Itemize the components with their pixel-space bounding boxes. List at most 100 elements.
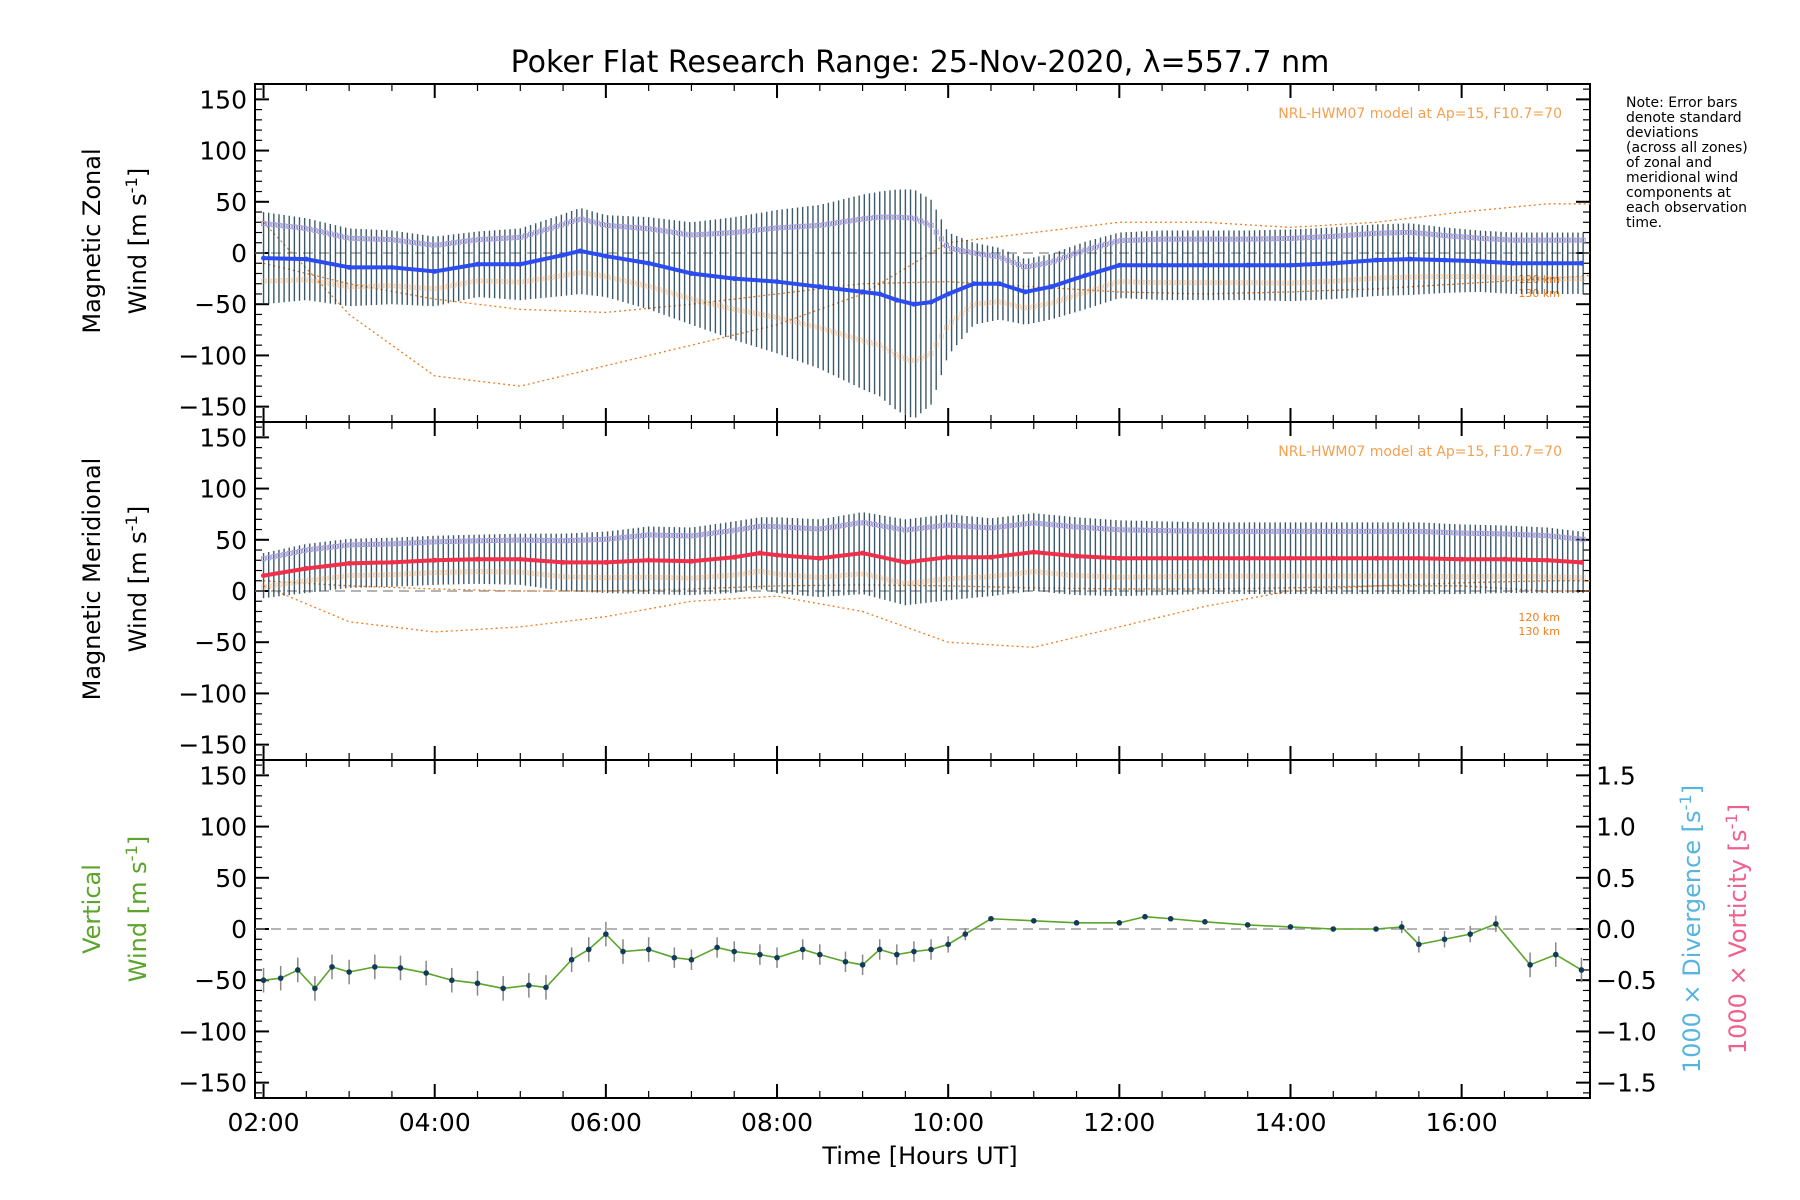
zone-point	[1211, 280, 1216, 286]
meridional-mean-point	[261, 573, 267, 579]
zone-point	[471, 538, 477, 544]
zonal-mean-point	[1578, 260, 1584, 266]
zone-point	[1359, 231, 1365, 237]
zone-point	[1010, 259, 1016, 265]
meridional-mean-point	[346, 560, 352, 566]
zone-point	[892, 214, 898, 220]
zone-point	[805, 322, 811, 328]
zone-point	[841, 219, 847, 225]
zone-point	[1185, 280, 1191, 286]
zone-point	[1108, 574, 1114, 580]
y2-tick-label: 1.5	[1596, 761, 1636, 790]
zone-point	[1236, 236, 1242, 242]
zone-point	[1241, 528, 1247, 534]
zone-point	[517, 569, 523, 575]
zone-point	[1339, 278, 1345, 283]
zone-point	[1005, 257, 1011, 263]
zone-point	[358, 236, 364, 242]
zone-point	[902, 527, 908, 533]
zone-point	[974, 524, 980, 530]
zone-point	[1544, 237, 1550, 243]
zone-point	[528, 278, 533, 283]
y2-axis-label-vorticity: 1000 × Vorticity [s-1]	[1722, 804, 1752, 1054]
zone-point	[456, 538, 462, 544]
meridional-mean-point	[1459, 556, 1465, 562]
zone-point	[1452, 233, 1458, 239]
zone-point	[1036, 262, 1042, 268]
zone-point	[866, 215, 872, 221]
x-tick-label: 16:00	[1426, 1108, 1498, 1137]
zone-point	[1067, 294, 1073, 300]
zone-point	[1057, 298, 1062, 303]
zone-point	[353, 235, 359, 241]
zone-point	[1098, 285, 1103, 290]
zone-point	[949, 522, 955, 528]
zone-point	[533, 571, 539, 577]
y-axis-label-line2-superscript: -1	[122, 177, 141, 193]
zone-point	[959, 523, 965, 529]
zone-point	[1190, 236, 1196, 242]
x-tick-label: 10:00	[912, 1108, 984, 1137]
zone-point	[435, 285, 441, 291]
zone-point	[707, 574, 713, 580]
zone-point	[856, 520, 862, 526]
zone-point	[918, 218, 924, 224]
zone-point	[599, 221, 605, 227]
zone-point	[1370, 231, 1376, 237]
zone-point	[800, 223, 806, 229]
zone-point	[754, 569, 759, 574]
zone-point	[938, 523, 944, 529]
zone-point	[1514, 573, 1519, 579]
zone-point	[692, 232, 698, 238]
zone-point	[1051, 299, 1057, 305]
zone-point	[1324, 573, 1329, 579]
zone-point	[825, 525, 831, 531]
zone-point	[1493, 531, 1499, 537]
zone-point	[1123, 279, 1129, 285]
zone-point	[1118, 574, 1124, 580]
zone-point	[384, 541, 390, 547]
zone-point	[1395, 573, 1401, 579]
zone-point	[990, 574, 996, 579]
zone-point	[615, 575, 621, 580]
zone-point	[1062, 254, 1068, 260]
zone-point	[1313, 234, 1319, 240]
zone-point	[1200, 236, 1206, 242]
zone-point	[358, 542, 364, 548]
meridional-mean-point	[1373, 555, 1379, 561]
zone-point	[471, 278, 477, 284]
zone-point	[497, 235, 503, 241]
zone-point	[656, 575, 662, 580]
y-tick-label: −150	[178, 731, 247, 760]
zone-point	[1365, 231, 1370, 237]
zone-point	[1329, 528, 1335, 534]
zone-point	[887, 524, 893, 530]
zone-point	[1051, 522, 1057, 528]
zone-point	[1544, 276, 1550, 282]
zone-point	[1144, 279, 1150, 285]
zone-point	[266, 221, 272, 227]
zone-point	[1442, 274, 1447, 279]
zone-point	[630, 224, 636, 230]
zone-point	[409, 540, 415, 546]
vertical-wind-point	[671, 954, 678, 961]
zone-point	[1113, 280, 1119, 286]
zone-point	[784, 572, 790, 578]
zone-point	[1539, 574, 1545, 579]
zone-point	[1539, 532, 1545, 538]
zone-point	[420, 285, 426, 291]
zone-point	[307, 226, 313, 232]
zone-point	[641, 532, 647, 538]
altitude-label-130km: 130 km	[1518, 625, 1560, 638]
zone-point	[666, 290, 672, 295]
zone-point	[1262, 236, 1268, 242]
zone-point	[1026, 521, 1032, 527]
zone-point	[497, 537, 503, 543]
vertical-wind-point	[1244, 922, 1251, 928]
zone-point	[718, 573, 723, 579]
zone-point	[641, 225, 647, 231]
zone-point	[1555, 574, 1560, 580]
zone-point	[528, 537, 534, 543]
zone-point	[1436, 274, 1442, 280]
zone-point	[564, 538, 569, 544]
